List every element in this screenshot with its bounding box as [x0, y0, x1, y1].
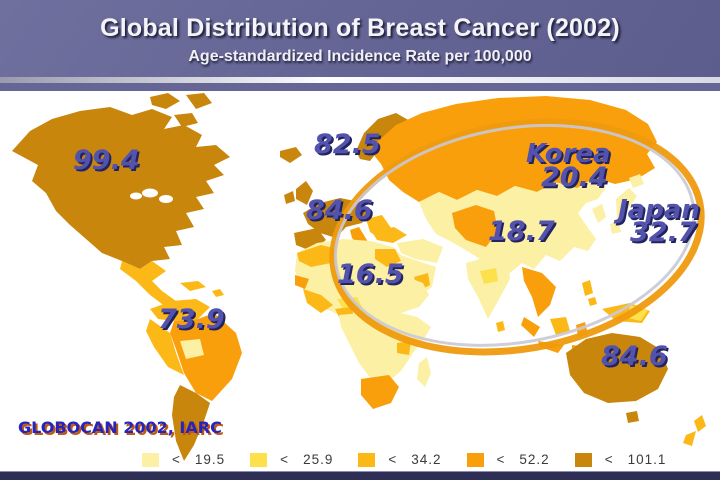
label-south-america: 73.9: [158, 304, 225, 335]
region-sulawesi: [572, 322, 590, 353]
region-turkey: [372, 227, 407, 243]
legend: < 19.5 < 25.9 < 34.2 < 52.2 < 101.1: [142, 451, 666, 468]
region-japan: [610, 174, 644, 234]
legend-value: 25.9: [303, 452, 334, 467]
region-central-africa: [339, 309, 431, 383]
legend-swatch: [250, 452, 268, 467]
legend-operator: <: [388, 452, 397, 467]
region-australia: [566, 333, 668, 403]
region-colombia-venezuela: [150, 299, 210, 321]
region-borneo: [550, 317, 570, 335]
label-western-europe: 84.6: [306, 195, 373, 226]
region-tasmania: [626, 411, 639, 423]
legend-swatch: [466, 452, 484, 467]
page-subtitle: Age-standardized Incidence Rate per 100,…: [188, 48, 532, 65]
region-brazil: [170, 313, 242, 401]
region-east-africa: [397, 341, 411, 355]
region-indochina: [522, 267, 556, 317]
region-peru: [146, 319, 184, 375]
region-philippines: [582, 280, 597, 306]
legend-operator: <: [604, 452, 613, 467]
legend-item: < 25.9: [250, 452, 333, 467]
great-lakes: [159, 195, 173, 203]
header-divider-line: [0, 77, 720, 83]
region-egypt: [375, 249, 401, 267]
bottom-bar: [0, 471, 720, 480]
region-iceland: [280, 147, 302, 163]
region-ireland: [284, 191, 295, 204]
region-iran: [397, 239, 443, 263]
label-japan-value: 32.7: [630, 217, 697, 248]
region-new-zealand: [683, 415, 706, 446]
header-banner: Global Distribution of Breast Cancer (20…: [0, 0, 720, 77]
region-maghreb: [297, 245, 337, 267]
label-northern-europe: 82.5: [314, 129, 381, 160]
legend-swatch: [358, 452, 376, 467]
legend-operator: <: [496, 452, 505, 467]
region-korea: [592, 204, 606, 223]
region-west-africa-coast: [295, 275, 309, 289]
legend-value: 34.2: [411, 452, 442, 467]
label-northern-africa: 16.5: [337, 259, 404, 290]
legend-value: 19.5: [194, 452, 226, 467]
world-map-area: [0, 91, 720, 471]
region-sumatra: [521, 317, 540, 337]
legend-item: < 52.2: [466, 452, 550, 467]
legend-operator: <: [280, 452, 289, 467]
great-lakes: [142, 188, 158, 198]
region-kazakhstan: [452, 205, 498, 247]
legend-item: < 101.1: [574, 452, 667, 467]
region-west-africa: [303, 289, 333, 313]
region-south-africa: [361, 375, 399, 409]
page-title: Global Distribution of Breast Cancer (20…: [100, 14, 620, 42]
region-bolivia: [180, 339, 204, 359]
asia-highlight-ellipse: [329, 118, 705, 356]
great-lakes: [130, 192, 142, 200]
header-under-strip: [0, 83, 720, 91]
region-india: [466, 256, 510, 319]
region-uk: [296, 181, 313, 205]
label-north-america: 99.4: [73, 145, 140, 176]
region-north-america: [12, 107, 230, 269]
world-map: [12, 93, 706, 461]
legend-swatch: [142, 452, 159, 467]
region-china-central-asia: [419, 178, 606, 273]
label-australia: 84.6: [601, 341, 668, 372]
region-caribbean: [180, 281, 224, 297]
legend-operator: <: [172, 452, 180, 467]
source-citation: GLOBOCAN 2002, IARC: [18, 418, 222, 437]
region-madagascar: [417, 357, 431, 387]
label-korea-value: 20.4: [541, 162, 608, 193]
label-korea-name: Korea: [526, 139, 611, 169]
legend-value: 52.2: [519, 452, 550, 467]
label-japan-name: Japan: [618, 195, 700, 225]
region-india-patch: [480, 268, 498, 284]
region-sri-lanka: [496, 321, 505, 332]
legend-swatch: [574, 452, 592, 467]
legend-item: < 19.5: [142, 452, 225, 467]
legend-item: < 34.2: [358, 452, 441, 467]
legend-value: 101.1: [627, 452, 667, 467]
label-china-asia: 18.7: [488, 216, 555, 247]
region-argentina: [172, 385, 210, 461]
region-arctic-islands: [150, 93, 212, 127]
